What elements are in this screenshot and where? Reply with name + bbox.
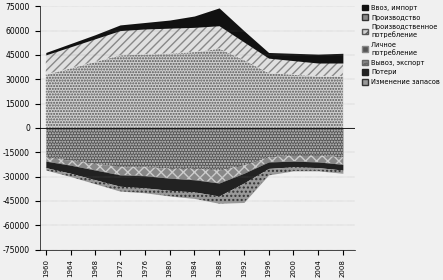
Legend: Ввоз, импорт, Производство, Производственное
потребление, Личное
потребление, Вы: Ввоз, импорт, Производство, Производстве… xyxy=(362,5,440,85)
